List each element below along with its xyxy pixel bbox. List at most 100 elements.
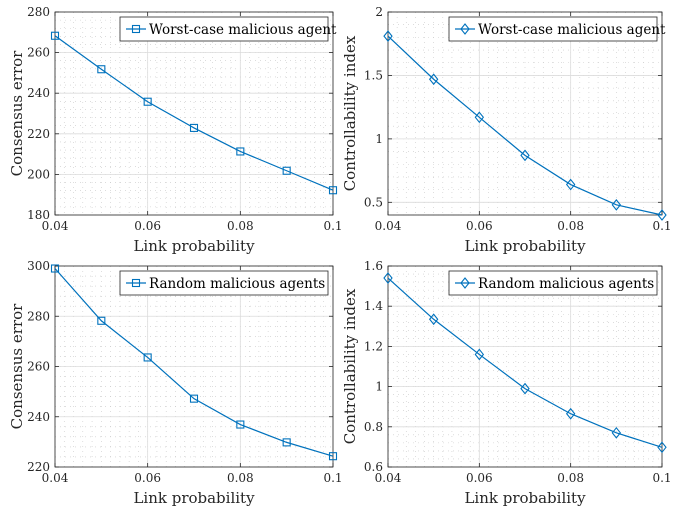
legend-label: Worst-case malicious agent bbox=[149, 22, 337, 38]
y-tick-label: 1.2 bbox=[364, 339, 383, 353]
data-point-marker bbox=[565, 407, 576, 420]
x-tick-label: 0.04 bbox=[375, 219, 402, 233]
legend-label: Random malicious agents bbox=[149, 276, 325, 292]
chart-panel-3: 0.04 0.06 0.08 0.1 220 240 260 280 300 Link proba… bbox=[8, 259, 343, 507]
x-tick-label: 0.06 bbox=[466, 219, 493, 233]
data-point-marker bbox=[474, 111, 485, 124]
y-tick-label: 1.4 bbox=[364, 299, 383, 313]
data-point-marker bbox=[328, 186, 338, 195]
chart-panel-4: 0.04 0.06 0.08 0.1 0.6 0.8 1 1.2 1.4 1.6 Link prob… bbox=[341, 259, 672, 507]
legend-marker bbox=[131, 278, 141, 288]
legend-box bbox=[448, 270, 658, 296]
y-tick-label: 2 bbox=[375, 5, 383, 19]
series-line bbox=[387, 35, 663, 216]
x-tick-label: 0.1 bbox=[652, 219, 671, 233]
data-point-marker bbox=[428, 313, 439, 326]
legend-label: Worst-case malicious agent bbox=[478, 22, 666, 38]
y-tick-label: 0.6 bbox=[364, 460, 383, 474]
axes-box bbox=[387, 11, 663, 216]
data-point-marker bbox=[143, 97, 152, 106]
legend-marker bbox=[131, 24, 141, 34]
x-axis-label: Link probability bbox=[133, 489, 255, 507]
data-point-marker bbox=[97, 65, 106, 74]
y-tick-label: 220 bbox=[27, 460, 50, 474]
x-axis-label: Link probability bbox=[133, 237, 255, 255]
series-line bbox=[387, 277, 663, 448]
y-axis-label: Controllability index bbox=[341, 288, 359, 444]
data-point-marker bbox=[282, 166, 291, 175]
data-point-marker bbox=[474, 348, 485, 361]
data-point-marker bbox=[236, 420, 245, 429]
data-point-marker bbox=[282, 438, 291, 447]
x-tick-label: 0.06 bbox=[466, 471, 493, 485]
data-point-marker bbox=[189, 123, 199, 132]
x-tick-label: 0.04 bbox=[375, 471, 402, 485]
legend: Worst-case malicious agent bbox=[119, 16, 337, 42]
y-axis-label: Consensus error bbox=[8, 303, 26, 429]
x-axis-label: Link probability bbox=[464, 489, 586, 507]
y-tick-label: 280 bbox=[27, 309, 50, 323]
y-tick-label: 1 bbox=[375, 132, 383, 146]
x-tick-label: 0.08 bbox=[227, 219, 254, 233]
y-tick-label: 0.8 bbox=[364, 420, 383, 434]
y-tick-label: 1.5 bbox=[364, 68, 383, 82]
y-tick-label: 280 bbox=[27, 5, 50, 19]
y-axis-label: Controllability index bbox=[341, 35, 359, 191]
x-tick-label: 0.04 bbox=[42, 471, 69, 485]
legend: Random malicious agents bbox=[119, 270, 329, 296]
legend-box bbox=[119, 270, 329, 296]
data-point-marker bbox=[657, 441, 667, 454]
legend-box bbox=[448, 16, 658, 42]
data-point-marker bbox=[611, 426, 622, 439]
x-tick-label: 0.08 bbox=[557, 471, 584, 485]
y-tick-label: 240 bbox=[27, 410, 50, 424]
chart-panel-1: 0.04 0.06 0.08 0.1 180 200 220 240 260 280 Link pr… bbox=[8, 5, 343, 255]
x-tick-label: 0.08 bbox=[227, 471, 254, 485]
legend-label: Random malicious agents bbox=[478, 276, 654, 292]
y-tick-label: 260 bbox=[27, 360, 50, 374]
legend: Random malicious agents bbox=[448, 270, 658, 296]
series-line bbox=[54, 35, 334, 191]
data-point-marker bbox=[565, 178, 576, 191]
data-point-marker bbox=[657, 209, 667, 221]
y-tick-label: 220 bbox=[27, 127, 50, 141]
x-tick-label: 0.04 bbox=[42, 219, 69, 233]
data-point-marker bbox=[189, 394, 199, 403]
y-tick-label: 180 bbox=[27, 208, 50, 222]
legend-box bbox=[119, 16, 329, 42]
axes-box bbox=[387, 265, 663, 468]
data-point-marker bbox=[143, 353, 152, 362]
legend-marker bbox=[460, 23, 470, 35]
x-tick-label: 0.1 bbox=[323, 219, 342, 233]
data-point-marker bbox=[520, 149, 530, 162]
y-axis-label: Consensus error bbox=[8, 50, 26, 176]
y-tick-label: 0.5 bbox=[364, 195, 383, 209]
chart-panel-2: 0.04 0.06 0.08 0.1 0.5 1 1.5 2 Link probability C… bbox=[341, 5, 672, 255]
axes-box bbox=[54, 11, 334, 216]
plot-area bbox=[55, 12, 333, 215]
series-line bbox=[54, 268, 334, 457]
data-point-marker bbox=[611, 198, 622, 211]
legend-marker bbox=[460, 277, 470, 289]
y-tick-label: 1.6 bbox=[364, 259, 383, 273]
x-tick-label: 0.08 bbox=[557, 219, 584, 233]
data-point-marker bbox=[428, 73, 439, 86]
x-tick-label: 0.1 bbox=[323, 471, 342, 485]
data-point-marker bbox=[383, 272, 393, 284]
data-point-marker bbox=[50, 264, 60, 273]
legend: Worst-case malicious agent bbox=[448, 16, 666, 42]
x-tick-label: 0.06 bbox=[134, 219, 161, 233]
y-tick-label: 200 bbox=[27, 167, 50, 181]
y-tick-label: 260 bbox=[27, 46, 50, 60]
data-point-marker bbox=[328, 452, 338, 461]
data-point-marker bbox=[236, 147, 245, 156]
data-point-marker bbox=[383, 30, 393, 42]
data-point-marker bbox=[50, 31, 60, 40]
y-tick-label: 300 bbox=[27, 259, 50, 273]
data-point-marker bbox=[97, 316, 106, 325]
x-tick-label: 0.1 bbox=[652, 471, 671, 485]
data-point-marker bbox=[520, 382, 530, 395]
x-axis-label: Link probability bbox=[464, 237, 586, 255]
y-tick-label: 240 bbox=[27, 86, 50, 100]
